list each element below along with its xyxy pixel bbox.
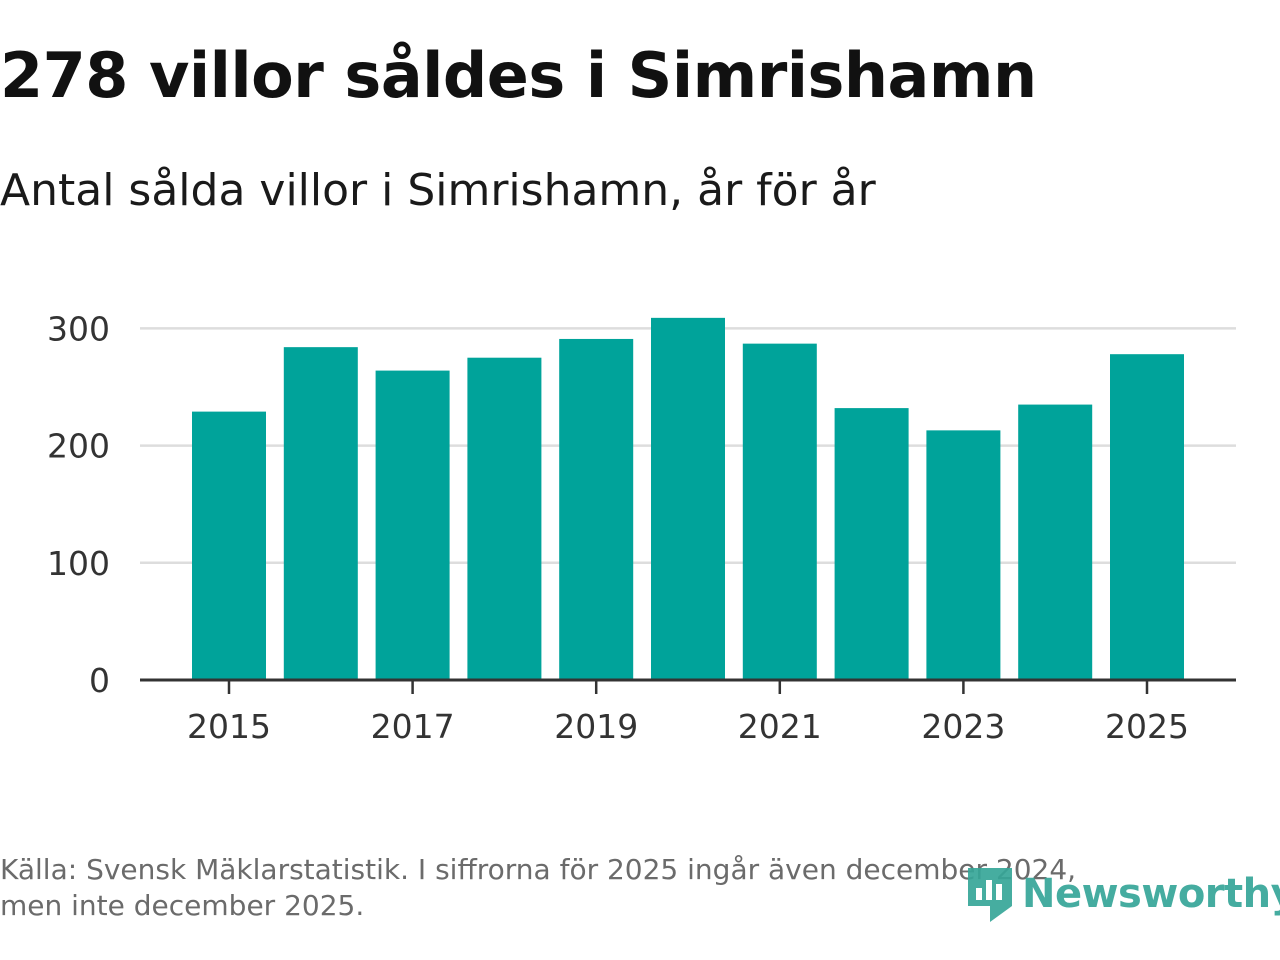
chart-title: 278 villor såldes i Simrishamn: [0, 39, 1037, 112]
x-tick-label-2023: 2023: [921, 707, 1005, 746]
newsworthy-logo-icon: [968, 868, 1012, 922]
bar-2017: [375, 370, 450, 680]
chart-subtitle: Antal sålda villor i Simrishamn, år för …: [0, 165, 876, 216]
bar-2025: [1110, 354, 1184, 680]
y-axis-ticks: 0 100 200 300: [47, 309, 110, 700]
y-tick-label-0: 0: [89, 661, 110, 700]
bars: [192, 317, 1184, 680]
bar-2019: [559, 338, 634, 680]
y-tick-label-300: 300: [47, 309, 110, 348]
bar-2021: [742, 343, 817, 680]
bar-2015: [192, 411, 266, 680]
y-tick-label-200: 200: [47, 427, 110, 466]
bar-2020: [651, 317, 725, 680]
x-tick-label-2021: 2021: [738, 707, 822, 746]
newsworthy-logo-text: Newsworthy: [1022, 871, 1280, 917]
x-tick-label-2025: 2025: [1105, 707, 1189, 746]
y-tick-label-100: 100: [47, 544, 110, 583]
source-line-2: men inte december 2025.: [0, 889, 365, 922]
bar-2024: [1018, 404, 1093, 680]
bar-2018: [467, 357, 542, 680]
x-tick-label-2015: 2015: [187, 707, 271, 746]
source-line-1: Källa: Svensk Mäklarstatistik. I siffror…: [0, 853, 1077, 886]
source-note: Källa: Svensk Mäklarstatistik. I siffror…: [0, 852, 1240, 924]
bar-2023: [926, 430, 1001, 680]
bar-2022: [834, 408, 909, 680]
bar-2016: [283, 347, 358, 680]
bar-chart: 0 100 200 300 2015 2017 2019 2021 2023 2025: [47, 309, 1236, 746]
x-axis-ticks: 2015 2017 2019 2021 2023 2025: [187, 680, 1189, 746]
newsworthy-logo: Newsworthy: [964, 862, 1280, 926]
x-tick-label-2019: 2019: [554, 707, 638, 746]
x-tick-label-2017: 2017: [371, 707, 455, 746]
